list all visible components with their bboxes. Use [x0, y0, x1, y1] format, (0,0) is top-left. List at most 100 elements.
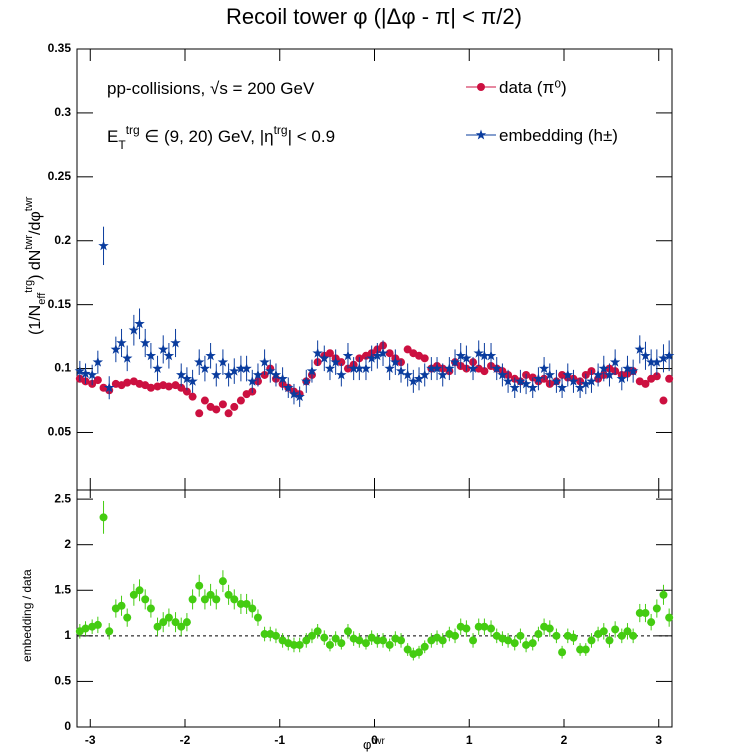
- data-point: [592, 369, 604, 380]
- data-point: [379, 636, 388, 645]
- data-point: [99, 513, 108, 522]
- x-tick-label: 2: [561, 733, 568, 747]
- data-point: [224, 590, 233, 599]
- plot-frame: [76, 489, 673, 728]
- data-point: [635, 609, 644, 618]
- data-point: [413, 373, 425, 384]
- legend-marker: [477, 83, 485, 91]
- y-tick-label: 1.5: [54, 582, 71, 596]
- data-point: [437, 369, 448, 380]
- data-point: [520, 378, 532, 389]
- legend-marker: [475, 129, 487, 140]
- data-point: [342, 350, 354, 361]
- data-point: [260, 630, 269, 639]
- x-tick-label: 0: [371, 733, 378, 747]
- data-point: [242, 599, 251, 608]
- y-tick-label: 0: [64, 719, 71, 733]
- data-point: [337, 639, 346, 648]
- y-tick-label: 0.25: [48, 169, 72, 183]
- data-point: [218, 577, 227, 586]
- y-axis-label: (1/Nefftrg) dNtwr/dφtwr: [23, 196, 48, 335]
- data-point: [586, 375, 597, 386]
- data-point: [545, 624, 554, 633]
- data-point: [598, 363, 610, 374]
- data-point: [236, 396, 245, 405]
- data-point: [93, 620, 102, 629]
- data-point: [145, 350, 157, 361]
- data-point: [538, 363, 550, 374]
- data-point: [665, 374, 674, 383]
- data-point: [139, 337, 151, 348]
- data-point: [426, 363, 437, 374]
- data-point: [552, 631, 561, 640]
- x-tick-label: 3: [655, 733, 662, 747]
- annotation-part: E: [107, 127, 118, 146]
- y-axis-label-part: ) dN: [27, 250, 44, 280]
- y-tick-label: 0.05: [48, 425, 72, 439]
- data-point: [289, 640, 298, 649]
- data-point: [403, 345, 412, 354]
- data-point: [205, 350, 216, 361]
- data-point: [177, 383, 186, 392]
- data-point: [157, 343, 169, 354]
- data-point: [385, 349, 394, 358]
- y-axis-label-part: eff: [36, 292, 48, 305]
- x-tick-label: -3: [85, 733, 96, 747]
- data-point: [348, 363, 359, 374]
- data-point: [467, 363, 479, 374]
- data-point: [92, 356, 104, 367]
- data-point: [123, 613, 132, 622]
- data-point: [195, 409, 204, 418]
- data-point: [617, 631, 626, 640]
- data-point: [384, 363, 395, 374]
- data-point: [306, 365, 318, 376]
- data-point: [159, 618, 168, 627]
- data-point: [146, 383, 155, 392]
- data-point: [616, 373, 628, 384]
- data-point: [164, 382, 173, 391]
- data-point: [86, 369, 98, 380]
- data-point: [307, 631, 316, 640]
- data-point: [474, 622, 483, 631]
- data-point: [574, 382, 586, 393]
- data-point: [479, 350, 490, 361]
- data-point: [325, 349, 334, 358]
- data-point: [502, 375, 514, 386]
- data-point: [235, 363, 247, 374]
- y-axis-label-part: /dφ: [27, 211, 44, 235]
- data-point: [354, 363, 365, 374]
- data-point: [509, 382, 520, 393]
- x-tick-label: -1: [274, 733, 285, 747]
- data-point: [438, 636, 447, 645]
- data-point: [134, 318, 145, 329]
- data-point: [627, 365, 639, 376]
- data-point: [313, 627, 322, 636]
- data-point: [390, 356, 401, 367]
- data-point: [320, 633, 329, 642]
- data-point: [611, 625, 620, 634]
- data-point: [480, 622, 489, 631]
- data-point: [629, 631, 638, 640]
- data-point: [74, 365, 86, 376]
- data-point: [98, 240, 109, 251]
- y-axis-label-part: twr: [23, 235, 35, 250]
- data-point: [420, 642, 429, 651]
- data-point: [385, 640, 394, 649]
- data-point: [609, 356, 621, 367]
- data-point: [556, 382, 568, 393]
- annotation-part: T: [118, 138, 126, 152]
- data-point: [408, 375, 419, 386]
- data-point: [253, 613, 262, 622]
- data-point: [515, 375, 526, 386]
- data-point: [325, 640, 334, 649]
- data-point: [361, 639, 370, 648]
- data-point: [641, 609, 650, 618]
- data-point: [230, 402, 239, 411]
- data-point: [230, 595, 239, 604]
- data-point: [336, 369, 347, 380]
- data-point: [123, 378, 132, 387]
- annotation-part: | < 0.9: [288, 127, 335, 146]
- annotation: ETtrg ∈ (9, 20) GeV, |ηtrg| < 0.9: [107, 123, 335, 152]
- data-point: [623, 627, 632, 636]
- data-point: [252, 369, 264, 380]
